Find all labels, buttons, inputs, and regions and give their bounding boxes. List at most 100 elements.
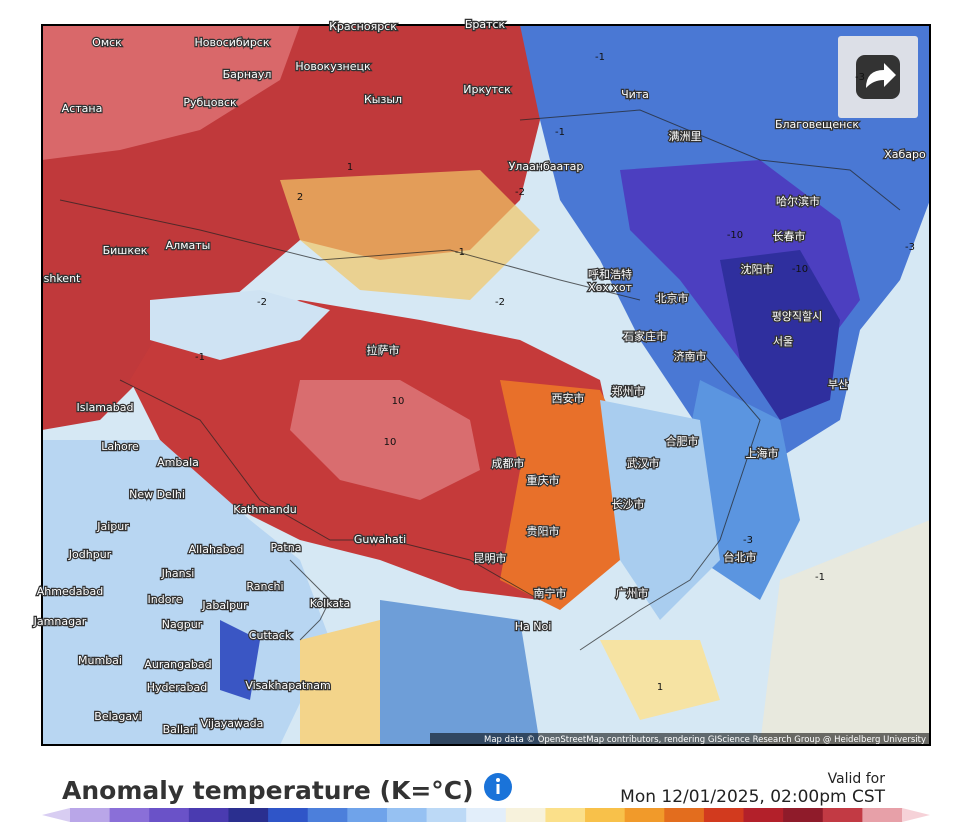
city-label: Jabalpur — [201, 599, 248, 612]
contour-label: 10 — [392, 396, 405, 407]
colorbar-swatch — [426, 808, 467, 822]
contour-label: -10 — [727, 230, 743, 241]
contour-label: 2 — [297, 192, 303, 203]
city-label: 哈尔滨市 — [776, 194, 820, 208]
city-label: 武汉市 — [627, 456, 660, 470]
city-label: Кызыл — [364, 93, 402, 106]
colorbar-swatch — [228, 808, 269, 822]
city-label: Омск — [92, 36, 122, 49]
city-label: Братск — [465, 18, 506, 31]
colorbar-swatch — [70, 808, 111, 822]
city-label: Иркутск — [463, 83, 511, 96]
city-label: Ambala — [157, 456, 199, 469]
city-label: Рубцовск — [183, 96, 237, 109]
colorbar-swatch — [466, 808, 507, 822]
city-label: Благовещенск — [775, 118, 859, 131]
city-label: 拉萨市 — [367, 343, 400, 357]
city-label: 呼和浩特 — [588, 267, 632, 281]
city-label: Patna — [271, 541, 302, 554]
map-raster — [42, 25, 930, 745]
colorbar-swatch — [862, 808, 903, 822]
city-label: 부산 — [828, 378, 848, 391]
contour-label: 1 — [657, 682, 663, 693]
colorbar-swatch — [109, 808, 150, 822]
colorbar-swatch — [505, 808, 546, 822]
colorbar — [42, 808, 930, 822]
city-label: Jodhpur — [68, 548, 112, 561]
contour-label: 10 — [384, 437, 397, 448]
city-label: Барнаул — [223, 68, 272, 81]
city-label: 长春市 — [773, 229, 806, 243]
contour-label: 1 — [347, 162, 353, 173]
city-label: 合肥市 — [666, 434, 699, 448]
city-label: Aurangabad — [144, 658, 211, 671]
city-label: Ahmedabad — [37, 585, 103, 598]
city-label: Vijayawada — [201, 717, 264, 730]
city-label: 满洲里 — [669, 130, 702, 143]
city-label: Jhansi — [161, 567, 195, 580]
city-label: Kolkata — [310, 597, 350, 610]
contour-label: -3 — [905, 242, 915, 253]
contour-label: -2 — [495, 297, 505, 308]
contour-label: -3 — [855, 72, 865, 83]
contour-label: -2 — [515, 187, 525, 198]
city-label: 郑州市 — [612, 384, 645, 398]
colorbar-swatch — [783, 808, 824, 822]
city-label: New Delhi — [129, 488, 185, 501]
colorbar-swatch — [149, 808, 190, 822]
info-button[interactable] — [484, 773, 512, 801]
city-label: 台北市 — [724, 550, 757, 564]
contour-label: -1 — [595, 52, 605, 63]
city-label: Lahore — [101, 440, 139, 453]
contour-label: -1 — [455, 247, 465, 258]
valid-label: Valid for — [828, 771, 886, 787]
city-label: 济南市 — [674, 349, 707, 363]
attribution-bg — [430, 733, 930, 745]
city-label: 成都市 — [492, 456, 525, 470]
colorbar-swatch — [386, 808, 428, 822]
city-label: 서울 — [773, 335, 793, 348]
contour-label: -1 — [815, 572, 825, 583]
share-button[interactable] — [838, 36, 918, 118]
contour-label: -10 — [792, 264, 808, 275]
city-label: Астана — [62, 102, 103, 115]
contour-label: -3 — [743, 535, 753, 546]
city-label: Jaipur — [96, 520, 129, 533]
city-label: Ballari — [163, 723, 198, 736]
colorbar-swatch — [188, 808, 229, 822]
contour-label: -2 — [257, 297, 267, 308]
valid-time: Mon 12/01/2025, 02:00pm CST — [620, 787, 885, 807]
city-label: Алматы — [166, 239, 211, 252]
city-label: Hyderabad — [147, 681, 208, 694]
city-label: Хабаро — [884, 148, 926, 161]
city-label: 평양직할시 — [772, 310, 823, 323]
city-label: 贵阳市 — [527, 524, 560, 538]
city-label: 沈阳市 — [741, 262, 774, 276]
colorbar-end — [42, 808, 70, 822]
city-label: Улаанбаатар — [509, 160, 584, 173]
city-label: Ranchi — [246, 580, 283, 593]
city-label: Islamabad — [77, 401, 134, 414]
city-label: Nagpur — [162, 618, 203, 631]
city-label: 西安市 — [552, 391, 585, 405]
colorbar-swatch — [347, 808, 388, 822]
colorbar-swatch — [822, 808, 863, 822]
colorbar-swatch — [585, 808, 626, 822]
city-label: Visakhapatnam — [245, 679, 330, 692]
city-label: Новосибирск — [194, 36, 269, 49]
contour-label: -1 — [195, 352, 205, 363]
city-label: 长沙市 — [612, 497, 645, 511]
city-label: Cuttack — [249, 629, 292, 642]
colorbar-swatch — [268, 808, 309, 822]
colorbar-swatch — [624, 808, 665, 822]
city-label: 北京市 — [656, 291, 689, 305]
city-label: 昆明市 — [474, 551, 507, 565]
legend-title: Anomaly temperature (K=°C) — [62, 776, 474, 805]
city-label: Indore — [148, 593, 183, 606]
colorbar-swatch — [664, 808, 705, 822]
city-label: Ha Noi — [515, 620, 552, 633]
city-label: 南宁市 — [534, 586, 567, 600]
contour-label: -1 — [555, 127, 565, 138]
